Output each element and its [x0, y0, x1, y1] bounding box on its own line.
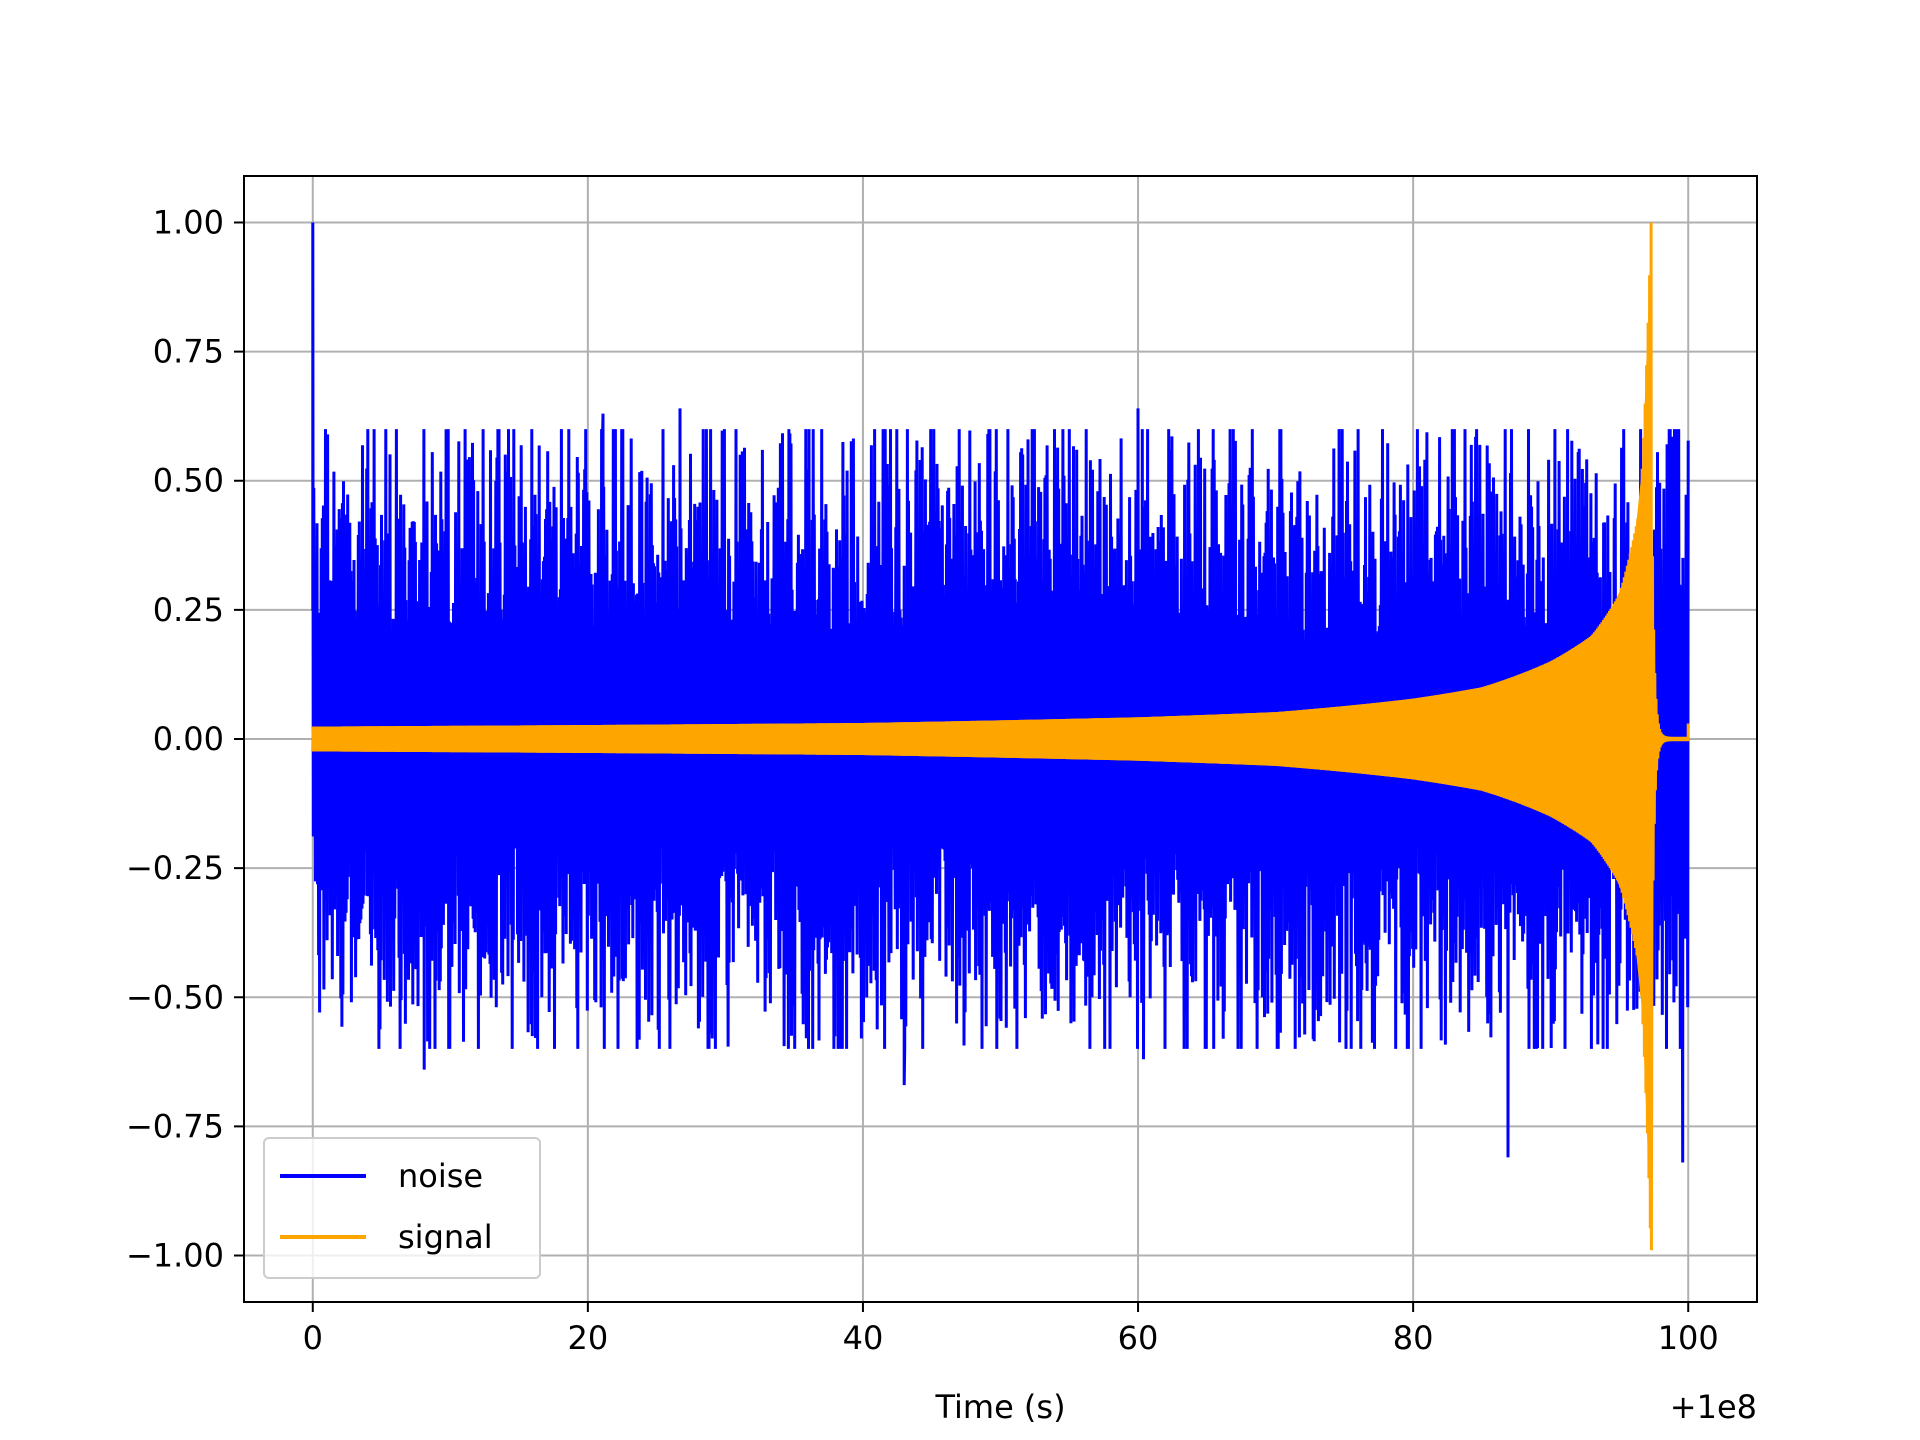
noise-series [311, 222, 1690, 1163]
y-tick-label: −0.25 [126, 849, 224, 887]
signal-band [312, 294, 1649, 1184]
x-axis-ticks: 0 20 40 60 80 100 [303, 1302, 1719, 1357]
plot-area [311, 222, 1690, 1251]
legend-label-signal: signal [398, 1218, 493, 1256]
noise-line [311, 222, 1690, 1163]
legend: noise signal [263, 1137, 541, 1279]
y-axis-ticks: 1.00 0.75 0.50 0.25 0.00 −0.25 −0.50 −0.75 −1.00 [126, 203, 244, 1275]
y-tick-label: −1.00 [126, 1237, 224, 1275]
y-tick-label: 0.50 [153, 462, 224, 500]
x-axis-offset-label: +1e8 [1670, 1388, 1757, 1426]
x-tick-label: 20 [568, 1319, 609, 1357]
y-tick-label: 0.00 [153, 720, 224, 758]
y-tick-label: −0.75 [126, 1107, 224, 1145]
x-tick-label: 80 [1393, 1319, 1434, 1357]
y-tick-label: −0.50 [126, 978, 224, 1016]
y-tick-label: 0.25 [153, 591, 224, 629]
x-axis-label: Time (s) [934, 1388, 1065, 1426]
x-tick-label: 100 [1658, 1319, 1719, 1357]
legend-box [263, 1137, 541, 1279]
y-tick-label: 0.75 [153, 333, 224, 371]
x-tick-label: 0 [303, 1319, 323, 1357]
x-tick-label: 60 [1118, 1319, 1159, 1357]
y-tick-label: 1.00 [153, 203, 224, 241]
signal-series [311, 222, 1690, 1251]
x-tick-label: 40 [843, 1319, 884, 1357]
legend-label-noise: noise [398, 1157, 483, 1195]
